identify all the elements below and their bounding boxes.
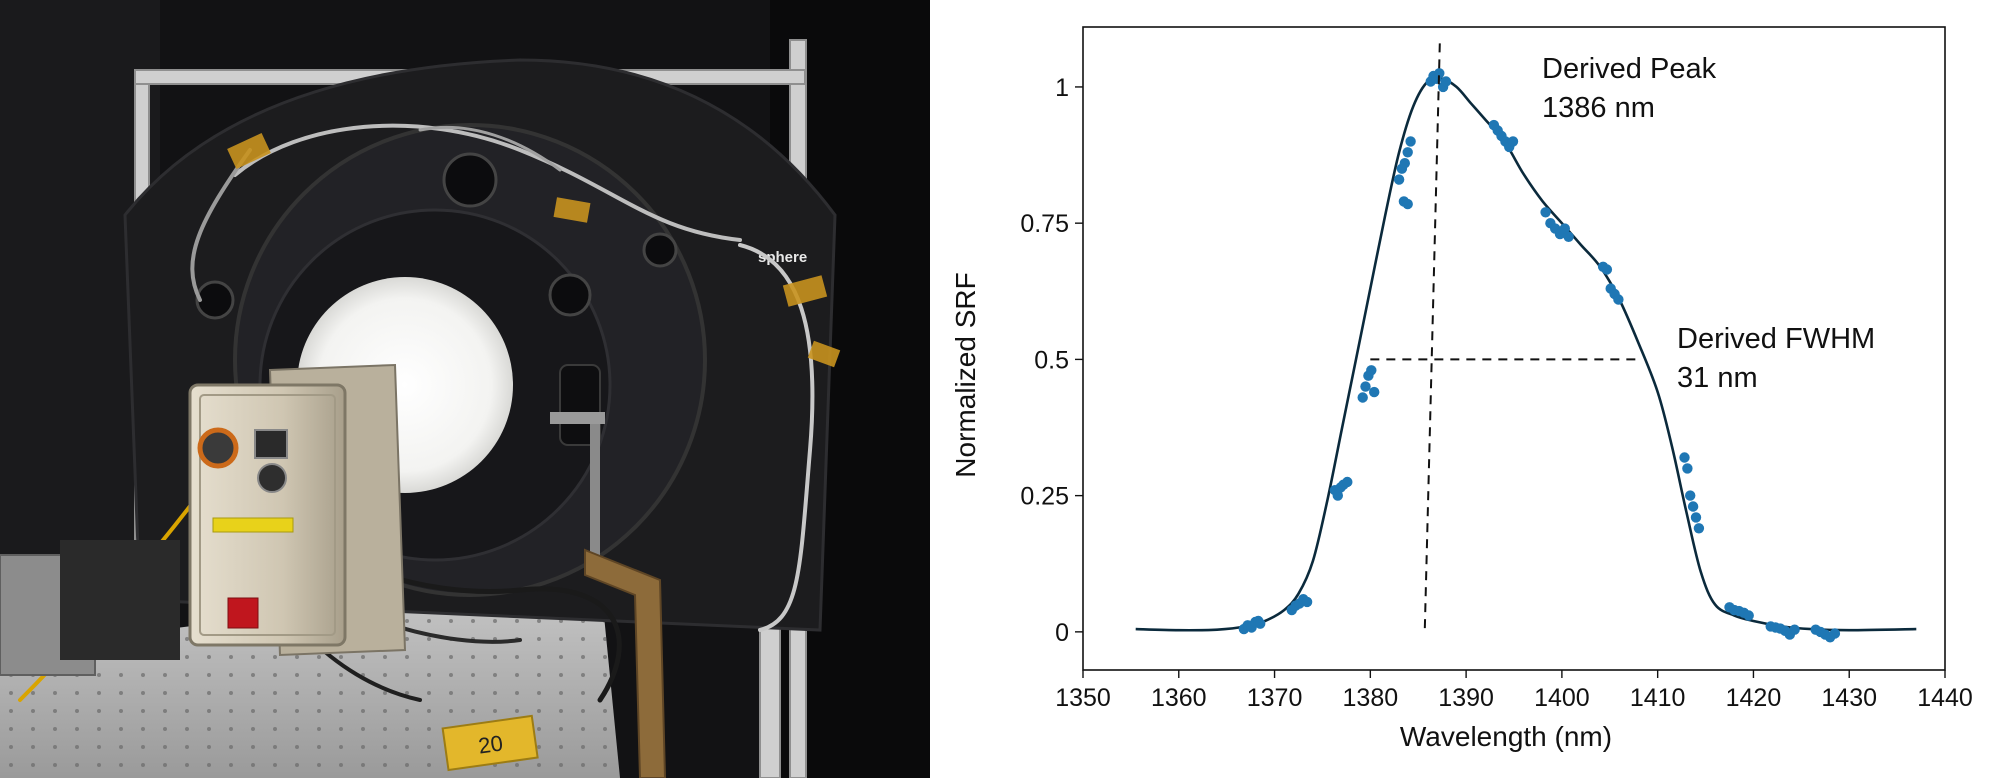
data-point — [1685, 490, 1696, 501]
data-point — [1563, 231, 1574, 242]
x-tick-label: 1410 — [1630, 684, 1686, 712]
data-point — [1440, 76, 1452, 87]
x-tick-label: 1390 — [1438, 684, 1494, 712]
data-point — [1402, 198, 1413, 210]
plot-frame — [1082, 26, 1946, 671]
x-axis-title: Wavelength (nm) — [1400, 721, 1612, 752]
data-point — [1434, 68, 1445, 79]
y-tick-label: 0.25 — [1020, 483, 1069, 511]
data-point — [1393, 174, 1405, 185]
y-axis-title: Normalized SRF — [950, 272, 981, 477]
x-tick-label: 1440 — [1917, 684, 1973, 712]
data-point — [1829, 628, 1841, 639]
data-point — [1682, 463, 1693, 474]
annotations: Derived Peak 1386 nm Derived FWHM 31 nm — [1370, 43, 1875, 630]
lab-setup-illustration: sphere 20 — [0, 0, 930, 778]
data-point — [1405, 136, 1416, 147]
c-clamp — [550, 412, 667, 778]
fit-curve — [1135, 76, 1917, 632]
data-layer — [1135, 68, 1917, 643]
data-point — [1342, 476, 1353, 488]
data-point — [1255, 618, 1266, 629]
fwhm-label: Derived FWHM — [1677, 323, 1875, 355]
peak-value: 1386 nm — [1542, 92, 1655, 124]
fwhm-value: 31 nm — [1677, 362, 1758, 394]
x-tick-label: 1360 — [1151, 684, 1207, 712]
data-point — [1687, 501, 1699, 512]
data-point — [1743, 610, 1754, 621]
data-point — [1301, 596, 1313, 608]
x-tick-label: 1370 — [1247, 684, 1303, 712]
data-point — [1507, 136, 1519, 147]
data-point — [1789, 624, 1800, 635]
data-point — [1369, 386, 1380, 398]
axes: 1350 1360 1370 1380 1390 1400 1410 1420 1430 1440… — [1020, 26, 1973, 712]
data-point — [1601, 264, 1613, 275]
y-tick-label: 0.75 — [1020, 210, 1069, 238]
kapton-tape — [227, 133, 841, 368]
numbered-tag: 20 — [441, 714, 539, 772]
peak-label: Derived Peak — [1542, 53, 1717, 85]
data-point — [1690, 512, 1702, 523]
data-point — [1613, 294, 1624, 305]
x-tick-label: 1430 — [1821, 684, 1877, 712]
data-point — [1399, 158, 1410, 169]
x-tick-label: 1420 — [1726, 684, 1782, 712]
x-tick-label: 1400 — [1534, 684, 1590, 712]
peak-marker-line — [1423, 43, 1441, 630]
y-tick-label: 1 — [1055, 74, 1069, 102]
data-point — [1332, 490, 1343, 501]
data-point — [1679, 452, 1690, 463]
data-point — [1357, 392, 1368, 403]
lab-setup-photo: sphere 20 — [0, 0, 930, 778]
x-tick-label: 1380 — [1343, 684, 1399, 712]
srf-chart-svg: 1350 1360 1370 1380 1390 1400 1410 1420 1430 1440… — [950, 26, 1973, 752]
svg-text:20: 20 — [477, 730, 505, 758]
data-point — [1360, 381, 1371, 392]
srf-chart: 1350 1360 1370 1380 1390 1400 1410 1420 1430 1440… — [930, 0, 2000, 778]
y-tick-label: 0 — [1055, 619, 1069, 647]
camera-module — [188, 363, 407, 657]
y-tick-label: 0.5 — [1034, 346, 1069, 374]
x-tick-label: 1350 — [1055, 684, 1111, 712]
data-point — [1402, 147, 1413, 158]
data-point — [1540, 207, 1551, 218]
data-point — [1559, 223, 1570, 234]
data-point — [1693, 523, 1705, 534]
data-point — [1366, 365, 1377, 376]
